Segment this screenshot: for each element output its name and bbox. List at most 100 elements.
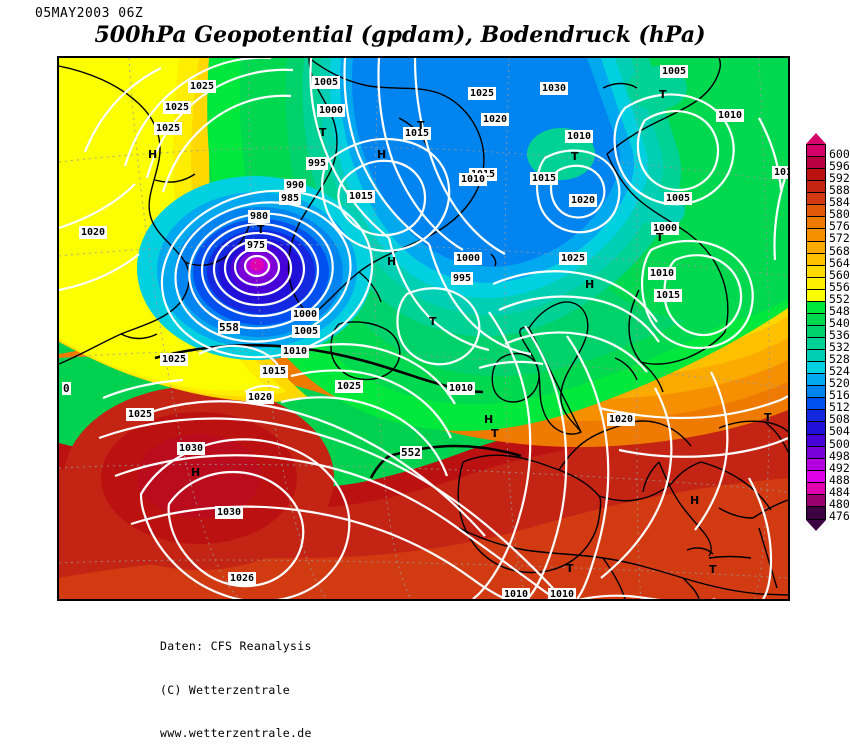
isobar-label: 1030 bbox=[177, 442, 206, 455]
coastlines bbox=[59, 58, 788, 599]
weather-map[interactable]: 1025 1025 1025 1020 1005 1000 995 990 985 980 975 1… bbox=[57, 56, 790, 601]
colorbar-swatch bbox=[807, 338, 825, 351]
geopotential-label: 558 bbox=[218, 321, 240, 334]
high-pressure-marker: H bbox=[690, 494, 700, 507]
high-pressure-marker: H bbox=[585, 278, 595, 291]
isobar-label: 1005 bbox=[660, 65, 689, 78]
colorbar-bottom-arrow bbox=[806, 520, 826, 531]
isobars bbox=[59, 58, 788, 599]
isobar-label: 1010 bbox=[548, 588, 577, 600]
colorbar-swatch bbox=[807, 265, 825, 278]
isobar-label: 1005 bbox=[664, 192, 693, 205]
colorbar-swatch bbox=[807, 301, 825, 314]
colorbar-swatch bbox=[807, 470, 825, 483]
isobar-label: 1010 bbox=[459, 173, 488, 186]
datestamp: 05MAY2003 06Z bbox=[35, 6, 144, 21]
colorbar-tick-label: 572 bbox=[829, 231, 850, 246]
colorbar-swatch bbox=[807, 193, 825, 206]
colorbar-swatch bbox=[807, 205, 825, 218]
low-pressure-marker: T bbox=[566, 562, 574, 575]
isobar-label: 1025 bbox=[126, 408, 155, 421]
colorbar-tick-label: 556 bbox=[829, 279, 850, 294]
high-pressure-marker: H bbox=[148, 148, 158, 161]
isobar-label: 1025 bbox=[163, 101, 192, 114]
colorbar-tick-label: 560 bbox=[829, 267, 850, 282]
isobar-label: 1015 bbox=[654, 289, 683, 302]
isobar-label: 1030 bbox=[540, 82, 569, 95]
colorbar-tick-label: 520 bbox=[829, 376, 850, 391]
low-pressure-marker: T bbox=[709, 563, 717, 576]
isobar-label: 1025 bbox=[335, 380, 364, 393]
colorbar-tick-label: 498 bbox=[829, 448, 850, 463]
colorbar-tick-label: 516 bbox=[829, 388, 850, 403]
isobar-label: 1010 bbox=[447, 382, 476, 395]
colorbar-tick-label: 568 bbox=[829, 243, 850, 258]
low-pressure-marker: T bbox=[571, 150, 579, 163]
colorbar-swatch bbox=[807, 241, 825, 254]
colorbar-tick-label: 508 bbox=[829, 412, 850, 427]
isobar-label: 985 bbox=[279, 192, 302, 205]
isobar-label: 1015 bbox=[260, 365, 289, 378]
low-pressure-marker: T bbox=[656, 231, 664, 244]
colorbar-tick-label: 584 bbox=[829, 195, 850, 210]
isobar-label: 975 bbox=[245, 239, 268, 252]
colorbar-tick-label: 512 bbox=[829, 400, 850, 415]
colorbar-tick-label: 504 bbox=[829, 424, 850, 439]
isobar-label: 1005 bbox=[292, 325, 321, 338]
colorbar-tick-label: 536 bbox=[829, 327, 850, 342]
low-pressure-marker: T bbox=[319, 126, 327, 139]
isobar-label: 1000 bbox=[454, 252, 483, 265]
isobar-label: 1015 bbox=[347, 190, 376, 203]
colorbar-body bbox=[806, 144, 826, 520]
isobar-label: 1025 bbox=[160, 353, 189, 366]
isobar-label: 1015 bbox=[403, 127, 432, 140]
low-pressure-marker: T bbox=[257, 223, 265, 236]
isobar-label: 1010 bbox=[502, 588, 531, 600]
low-pressure-marker: T bbox=[429, 315, 437, 328]
isobar-label: 980 bbox=[248, 210, 271, 223]
colorbar-labels: 600 596 592 588 584 580 576 572 568 564 560 556 552 5… bbox=[829, 139, 850, 531]
colorbar-tick-label: 540 bbox=[829, 315, 850, 330]
colorbar-swatch bbox=[807, 181, 825, 194]
isobar-label: 995 bbox=[306, 157, 329, 170]
isobar-label: 995 bbox=[451, 272, 474, 285]
low-pressure-marker: T bbox=[491, 427, 499, 440]
colorbar-swatch bbox=[807, 313, 825, 326]
colorbar-tick-label: 548 bbox=[829, 303, 850, 318]
isobar-label: 1020 bbox=[246, 391, 275, 404]
high-pressure-marker: H bbox=[387, 255, 397, 268]
colorbar-tick-label: 488 bbox=[829, 472, 850, 487]
colorbar-swatch bbox=[807, 446, 825, 459]
isobar-label: 1026 bbox=[228, 572, 257, 585]
high-pressure-marker: H bbox=[377, 148, 387, 161]
colorbar-tick-label: 500 bbox=[829, 436, 850, 451]
colorbar-swatch bbox=[807, 434, 825, 447]
isobar-label: 1010 bbox=[716, 109, 745, 122]
colorbar-swatch bbox=[807, 277, 825, 290]
colorbar-swatch bbox=[807, 325, 825, 338]
attribution: Daten: CFS Reanalysis (C) Wetterzentrale… bbox=[160, 610, 312, 755]
isobar-label: 1020 bbox=[607, 413, 636, 426]
isobar-label: 1025 bbox=[468, 87, 497, 100]
isobar-label: 1020 bbox=[79, 226, 108, 239]
colorbar-tick-label: 524 bbox=[829, 364, 850, 379]
isobar-label: 1030 bbox=[215, 506, 244, 519]
isobar-label: 990 bbox=[284, 179, 307, 192]
colorbar-swatch bbox=[807, 145, 825, 158]
colorbar-swatch bbox=[807, 374, 825, 387]
colorbar: 600 596 592 588 584 580 576 572 568 564 560 556 552 5… bbox=[806, 133, 850, 531]
isobar-label: 1011 bbox=[772, 166, 788, 179]
isobar-label: 1000 bbox=[291, 308, 320, 321]
colorbar-tick-label: 480 bbox=[829, 496, 850, 511]
colorbar-swatch bbox=[807, 362, 825, 375]
isobar-label: 1025 bbox=[154, 122, 183, 135]
colorbar-swatch bbox=[807, 157, 825, 170]
high-pressure-marker: H bbox=[484, 413, 494, 426]
colorbar-swatch bbox=[807, 169, 825, 182]
low-pressure-marker: T bbox=[659, 88, 667, 101]
colorbar-swatch bbox=[807, 482, 825, 495]
attribution-website[interactable]: www.wetterzentrale.de bbox=[160, 726, 312, 740]
page-title: 500hPa Geopotential (gpdam), Bodendruck … bbox=[94, 22, 706, 48]
colorbar-tick-label: 576 bbox=[829, 219, 850, 234]
isobar-label: 1010 bbox=[648, 267, 677, 280]
